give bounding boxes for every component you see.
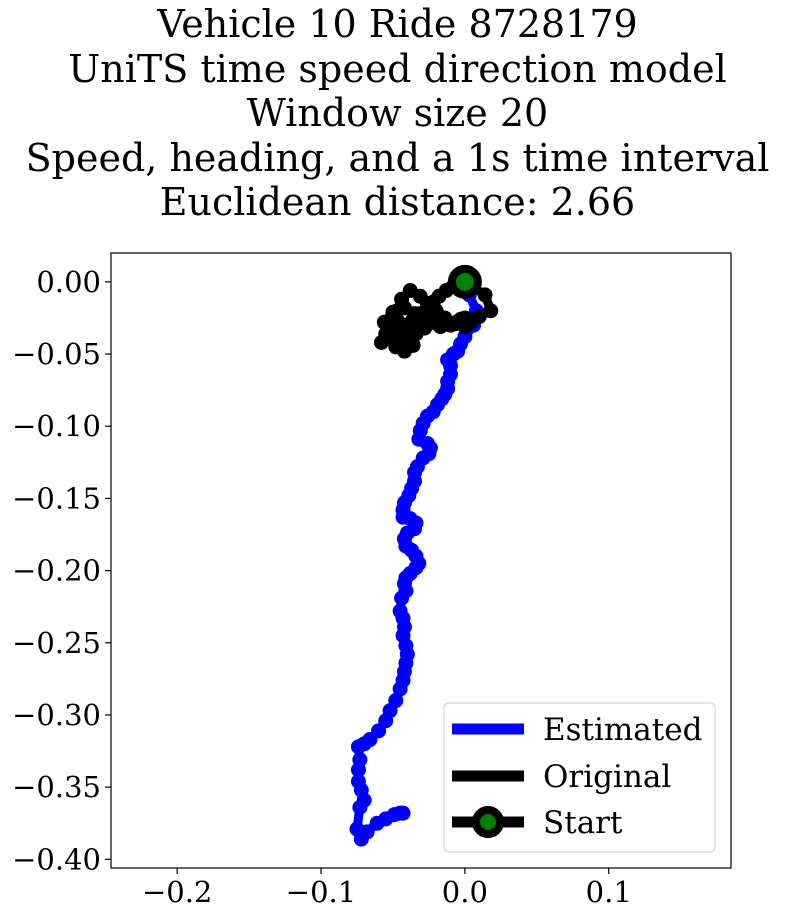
y-tick-label: −0.40 <box>12 842 101 876</box>
y-tick-label: −0.30 <box>12 698 101 732</box>
y-tick-label: −0.25 <box>12 626 101 660</box>
x-tick-label: 0.0 <box>442 875 488 909</box>
chart-title: Vehicle 10 Ride 8728179 UniTS time speed… <box>0 2 795 225</box>
data-point-estimated <box>395 805 411 821</box>
title-line-5: Euclidean distance: 2.66 <box>159 180 636 224</box>
legend-label: Estimated <box>543 712 702 748</box>
data-point-estimated <box>359 824 375 840</box>
legend-item-original: Original <box>452 759 671 795</box>
y-tick-label: −0.05 <box>12 337 101 371</box>
data-point-original <box>373 335 389 351</box>
legend-box <box>443 702 716 853</box>
x-axis: −0.2 −0.1 0.0 0.1 <box>142 868 632 909</box>
x-tick-label: 0.1 <box>586 875 632 909</box>
legend-label: Start <box>543 805 623 841</box>
data-point-original <box>477 287 493 303</box>
data-point-estimated <box>394 590 410 606</box>
x-tick-label: −0.2 <box>142 875 212 909</box>
title-line-2: UniTS time speed direction model <box>68 46 727 91</box>
title-line-3: Window size 20 <box>246 91 549 135</box>
data-point-original <box>389 303 405 319</box>
y-tick-label: −0.15 <box>12 481 101 515</box>
title-line-1: Vehicle 10 Ride 8728179 <box>157 2 638 46</box>
y-tick-label: −0.35 <box>12 770 101 804</box>
y-axis: 0.00 −0.05 −0.10 −0.15 −0.20 −0.25 −0.30 −0.35 −… <box>12 265 111 876</box>
data-point-estimated <box>350 762 366 778</box>
legend: Estimated Original Start <box>443 702 716 853</box>
series-start <box>447 264 482 299</box>
start-point-marker <box>447 264 482 299</box>
legend-item-start: Start <box>452 805 623 841</box>
y-tick-label: −0.20 <box>12 554 101 588</box>
x-tick-label: −0.1 <box>286 875 356 909</box>
data-point-original <box>394 291 410 307</box>
series-original <box>373 274 499 359</box>
legend-item-estimated: Estimated <box>452 712 702 748</box>
legend-start-marker <box>472 806 504 838</box>
data-point-original <box>483 303 499 319</box>
series-estimated <box>349 274 484 847</box>
y-tick-label: −0.10 <box>12 409 101 443</box>
series-layer <box>349 264 499 847</box>
data-point-estimated <box>350 739 366 755</box>
axes-frame <box>110 252 732 869</box>
data-point-estimated <box>392 681 408 697</box>
title-line-4: Speed, heading, and a 1s time interval <box>25 135 770 180</box>
y-tick-label: 0.00 <box>36 265 101 299</box>
data-point-estimated <box>352 799 368 815</box>
legend-label: Original <box>543 759 671 795</box>
